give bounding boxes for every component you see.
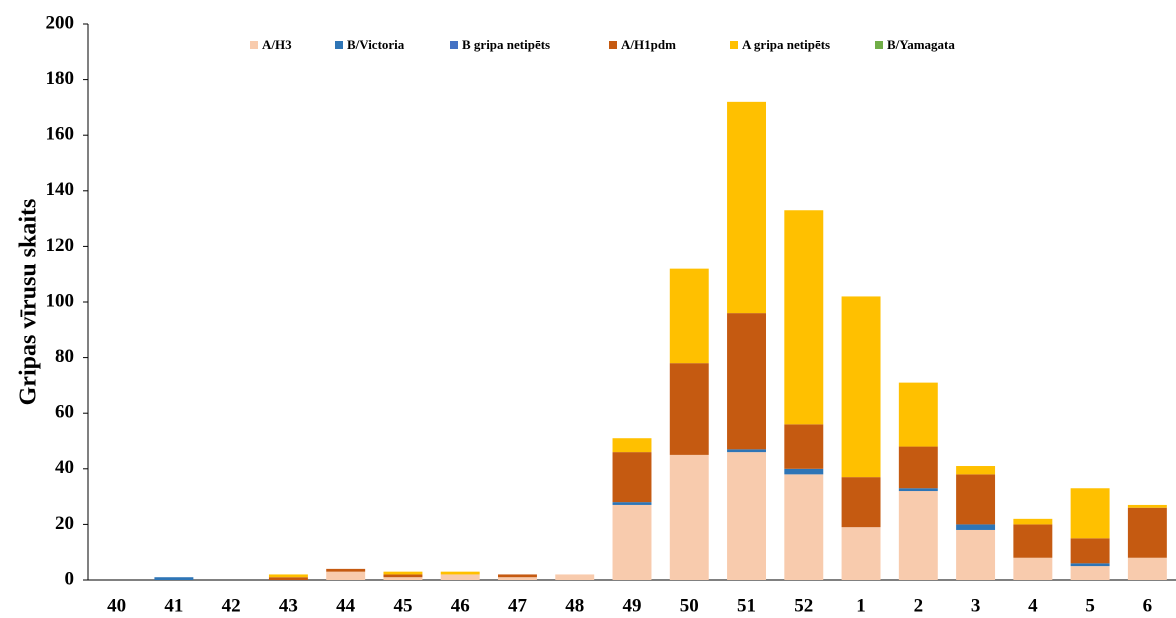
bar-segment [784,474,824,580]
bar-segment [1013,557,1053,580]
bar-segment [383,574,423,578]
x-tick-label: 49 [623,595,642,616]
bar-segment [784,468,824,475]
bar-segment [841,527,881,580]
legend-label: A/H3 [262,37,292,52]
bar-segment [326,571,366,580]
bar-segment [784,424,824,469]
legend-label: B/Victoria [347,37,405,52]
bar-segment [956,524,996,530]
bar-segment [383,571,423,575]
x-tick-label: 1 [856,595,866,616]
x-tick-label: 3 [971,595,981,616]
x-tick-label: 50 [680,595,699,616]
bar-segment [727,313,766,450]
bar-segment [669,454,709,580]
bar-segment [555,574,595,580]
bar-segment [841,477,881,528]
y-tick-label: 120 [46,235,75,256]
bar-segment [498,577,537,580]
bar-segment [956,466,996,475]
y-tick-label: 180 [46,68,75,89]
x-tick-label: 44 [336,595,356,616]
x-tick-label: 41 [164,595,183,616]
bar-segment [727,101,766,314]
y-tick-label: 200 [46,12,75,33]
bar-segment [898,446,938,489]
bar-segment [612,504,652,580]
legend-swatch [450,41,458,49]
bar-segment [1070,488,1110,539]
bar-segment [727,452,766,580]
bar-segment [898,491,938,580]
legend-swatch [609,41,617,49]
y-tick-label: 0 [65,568,75,589]
bar-segment [1127,557,1167,580]
y-tick-label: 20 [55,513,74,534]
legend-label: B gripa netipēts [462,37,550,52]
bar-segment [841,296,881,478]
bar-segment [1013,518,1053,525]
bar-segment [498,574,537,578]
x-tick-label: 5 [1085,595,1095,616]
x-tick-label: 2 [914,595,924,616]
legend-label: B/Yamagata [887,37,955,52]
x-tick-label: 51 [737,595,756,616]
bar-segment [956,529,996,580]
bar-segment [612,452,652,503]
bar-segment [669,268,709,364]
y-tick-label: 80 [55,346,74,367]
legend-label: A/H1pdm [621,37,676,52]
x-tick-label: 40 [107,595,126,616]
bar-segment [669,363,709,455]
bar-segment [784,210,824,425]
bar-segment [1127,507,1167,558]
bar-segment [268,577,308,580]
bar-segment [154,577,194,580]
legend-label: A gripa netipēts [742,37,830,52]
bar-segment [440,571,480,575]
bar-segment [1070,566,1110,580]
y-axis-label: Gripas vīrusu skaits [16,199,42,406]
x-tick-label: 48 [565,595,584,616]
y-tick-label: 100 [46,290,75,311]
y-tick-label: 160 [46,124,75,145]
bar-segment [1013,524,1053,558]
bar-segment [727,449,766,453]
bar-segment [268,574,308,578]
bar-segment [898,488,938,492]
x-tick-label: 6 [1143,595,1153,616]
x-tick-label: 4 [1028,595,1038,616]
x-tick-label: 52 [794,595,813,616]
legend-swatch [730,41,738,49]
x-tick-label: 46 [451,595,470,616]
legend-swatch [875,41,883,49]
y-tick-label: 40 [55,457,74,478]
bar-segment [898,382,938,447]
bar-segment [1070,563,1110,567]
x-tick-label: 47 [508,595,528,616]
bar-segment [956,474,996,525]
bar-segment [326,568,366,572]
bar-segment [440,574,480,580]
legend-swatch [250,41,258,49]
bar-segment [1070,538,1110,564]
legend-swatch [335,41,343,49]
y-tick-label: 60 [55,402,74,423]
y-tick-label: 140 [46,179,75,200]
x-tick-label: 42 [222,595,241,616]
bar-segment [1127,504,1167,508]
bar-segment [612,502,652,505]
x-tick-label: 45 [393,595,412,616]
bar-segment [383,577,423,580]
x-tick-label: 43 [279,595,298,616]
bar-segment [612,438,652,453]
